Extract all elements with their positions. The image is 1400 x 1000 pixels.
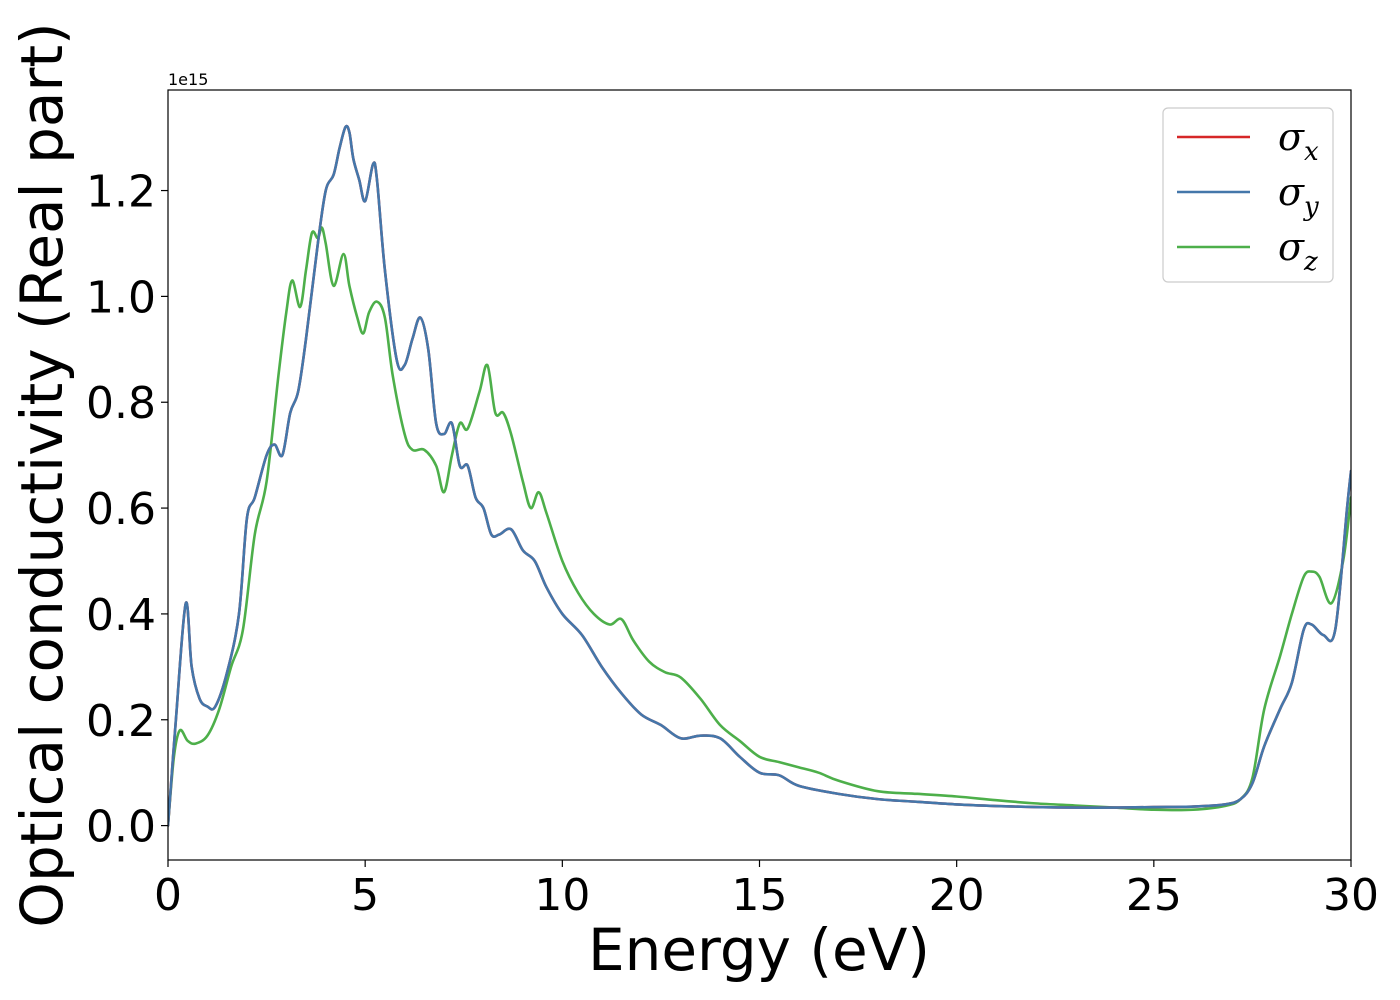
x-tick-label: 25 — [1126, 870, 1182, 921]
y-tick-label: 1.2 — [86, 167, 156, 218]
legend-box — [1162, 107, 1334, 283]
x-axis: 0 5 10 15 20 25 30 — [154, 860, 1379, 921]
y-tick-label: 0.6 — [86, 484, 156, 535]
legend-label-sigma-z: σz — [1278, 225, 1318, 277]
legend-symbol: σ — [1278, 115, 1305, 159]
y-axis: 0.0 0.2 0.4 0.6 0.8 1.0 1.2 — [86, 167, 168, 853]
legend-subscript: y — [1303, 192, 1319, 222]
x-tick-label: 20 — [929, 870, 985, 921]
legend-label-sigma-x: σx — [1278, 115, 1319, 167]
series-layer — [168, 124, 1351, 827]
x-axis-title: Energy (eV) — [588, 916, 930, 984]
x-tick-label: 5 — [351, 870, 379, 921]
y-tick-label: 0.4 — [86, 590, 156, 641]
y-tick-label: 0.8 — [86, 378, 156, 429]
legend-subscript: z — [1303, 247, 1318, 277]
x-tick-label: 0 — [154, 870, 182, 921]
x-tick-label: 30 — [1323, 870, 1379, 921]
y-tick-label: 0.2 — [86, 696, 156, 747]
sigma-y-line — [168, 124, 1351, 827]
y-tick-label: 1.0 — [86, 272, 156, 323]
legend-label-sigma-y: σy — [1278, 170, 1319, 222]
x-tick-label: 15 — [732, 870, 788, 921]
y-tick-label: 0.0 — [86, 802, 156, 853]
legend-subscript: x — [1304, 137, 1319, 167]
y-axis-title: Optical conductivity (Real part) — [8, 22, 76, 927]
x-tick-label: 10 — [534, 870, 590, 921]
legend-symbol: σ — [1278, 225, 1305, 269]
y-offset-text: 1e15 — [168, 70, 208, 89]
legend-symbol: σ — [1278, 170, 1305, 214]
